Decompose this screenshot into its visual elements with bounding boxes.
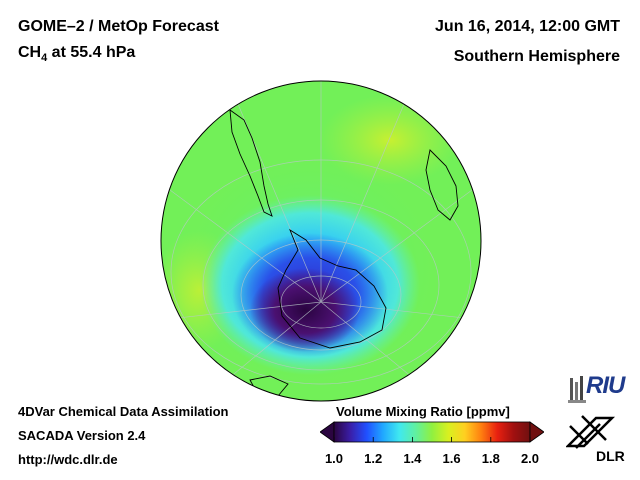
species-label: CH4 at 55.4 hPa: [18, 44, 135, 64]
footer-url[interactable]: http://wdc.dlr.de: [18, 452, 118, 467]
datetime-label: Jun 16, 2014, 12:00 GMT: [435, 18, 620, 35]
dlr-text: DLR: [596, 448, 625, 464]
south-america-coast: [229, 109, 273, 217]
riu-text: RIU: [586, 372, 625, 399]
globe-svg: [160, 80, 482, 402]
colorbar-tick-label: 2.0: [520, 451, 540, 466]
region-label: Southern Hemisphere: [453, 48, 620, 65]
colorbar-high-arrow: [529, 421, 544, 443]
colorbar-tick-label: 1.6: [442, 451, 461, 466]
antarctica-coast: [277, 228, 387, 349]
colorbar-gradient: [333, 421, 531, 443]
colorbar-low-arrow: [320, 421, 335, 443]
coastlines: [229, 109, 459, 399]
colorbar-tick-label: 1.0: [324, 451, 344, 466]
africa-coast: [425, 149, 459, 221]
species-level: at 55.4 hPa: [47, 44, 136, 61]
dlr-logo-icon: [566, 415, 616, 449]
species-subscript: 4: [41, 52, 48, 64]
colorbar-title: Volume Mixing Ratio [ppmv]: [336, 404, 510, 419]
footer-line-2: SACADA Version 2.4: [18, 428, 146, 443]
footer-line-1: 4DVar Chemical Data Assimilation: [18, 404, 229, 419]
riu-emblem-icon: [568, 376, 586, 403]
riu-logo: RIU: [566, 372, 628, 406]
product-title: GOME–2 / MetOp Forecast: [18, 18, 219, 35]
colorbar-ticks: [333, 437, 531, 442]
globe-outline: [160, 80, 482, 402]
species-name: CH: [18, 44, 42, 61]
colorbar-tick-label: 1.2: [364, 451, 383, 466]
colorbar-tick-label: 1.4: [403, 451, 422, 466]
colorbar-tick-label: 1.8: [481, 451, 500, 466]
graticule: [161, 81, 481, 401]
vortex-core: [250, 268, 360, 352]
globe-map: [160, 80, 482, 402]
colorbar: [320, 421, 544, 443]
